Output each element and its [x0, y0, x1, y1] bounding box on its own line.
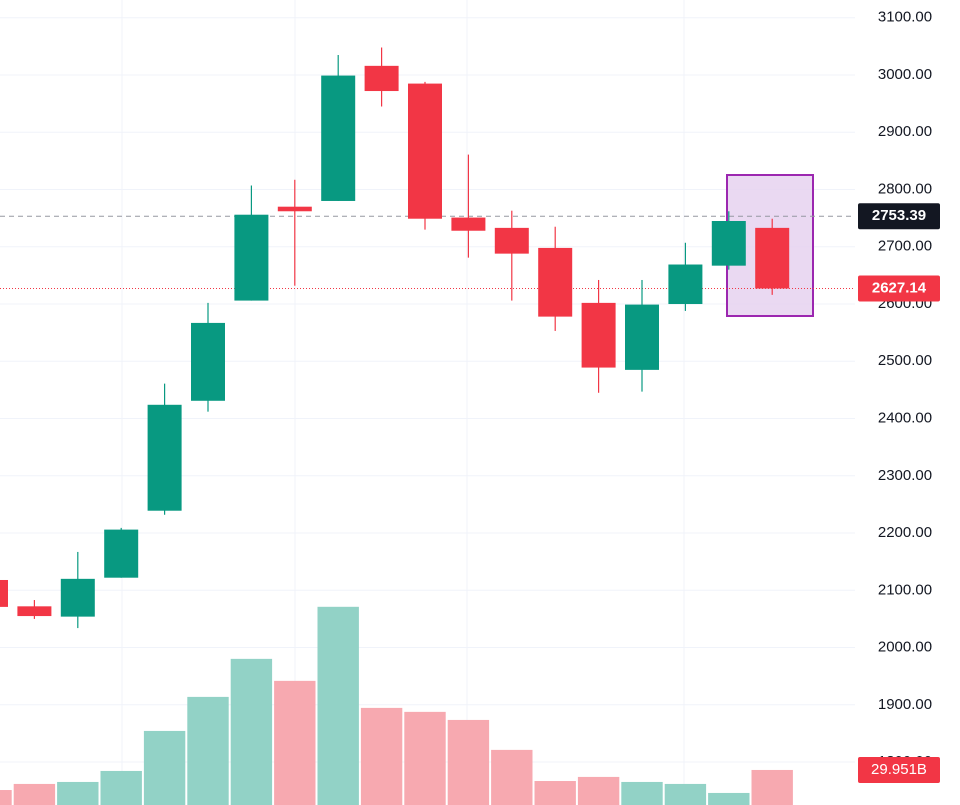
y-tick-label: 2200.00 — [878, 524, 932, 541]
last-price-label: 2627.14 — [872, 279, 927, 296]
candle-body — [668, 264, 703, 305]
last-price-box — [858, 275, 940, 302]
crosshair-price-box — [858, 203, 940, 230]
crosshair-price-label: 2753.39 — [872, 207, 926, 224]
volume-value-label: 29.951B — [871, 761, 927, 778]
volume-bar — [404, 711, 446, 805]
y-tick-label: 2400.00 — [878, 410, 932, 427]
candle-body — [538, 247, 573, 317]
volume-bar — [447, 719, 490, 805]
volume-bar — [621, 781, 663, 805]
volume-bar — [534, 781, 576, 805]
candle-body — [147, 404, 182, 511]
candle-body — [277, 206, 312, 212]
candle-body — [17, 606, 52, 617]
candle-body — [364, 65, 399, 92]
y-tick-label: 2700.00 — [878, 238, 932, 255]
candle-body — [494, 227, 529, 254]
volume-bar — [230, 658, 273, 805]
volume-bar — [143, 730, 186, 805]
volume-value-box — [858, 756, 940, 783]
candle-body — [625, 304, 659, 370]
volume-bar — [708, 792, 750, 805]
y-tick-label: 2900.00 — [878, 123, 932, 140]
volume-bar — [664, 783, 707, 805]
y-tick-label: 2000.00 — [878, 639, 932, 656]
volume-bar — [0, 790, 12, 805]
y-tick-label: 2300.00 — [878, 467, 932, 484]
y-tick-label: 3100.00 — [878, 9, 932, 26]
y-tick-label: 2500.00 — [878, 352, 932, 369]
candle-body — [234, 214, 269, 301]
candle-body — [60, 578, 95, 617]
candle-body — [755, 227, 790, 289]
y-tick-label: 3000.00 — [878, 66, 932, 83]
volume-bar — [13, 783, 56, 805]
candle-body — [104, 529, 139, 578]
candle-body — [191, 322, 225, 401]
volume-bar — [100, 770, 142, 805]
candle-body — [581, 302, 616, 368]
volume-bar — [274, 680, 316, 805]
candle-body — [711, 221, 746, 266]
y-tick-label: 1900.00 — [878, 696, 932, 713]
volume-bar — [360, 707, 403, 805]
volume-bar — [57, 781, 99, 805]
volume-bar — [187, 696, 229, 805]
volume-bar — [577, 776, 620, 805]
candle-body — [321, 75, 356, 201]
volume-bar — [751, 769, 793, 805]
candle-body — [0, 579, 8, 607]
candle-body — [408, 83, 442, 219]
candle-body — [451, 217, 486, 231]
y-tick-label: 2800.00 — [878, 180, 932, 197]
volume-bar — [491, 749, 533, 805]
volume-bar — [317, 606, 359, 805]
y-tick-label: 2100.00 — [878, 581, 932, 598]
